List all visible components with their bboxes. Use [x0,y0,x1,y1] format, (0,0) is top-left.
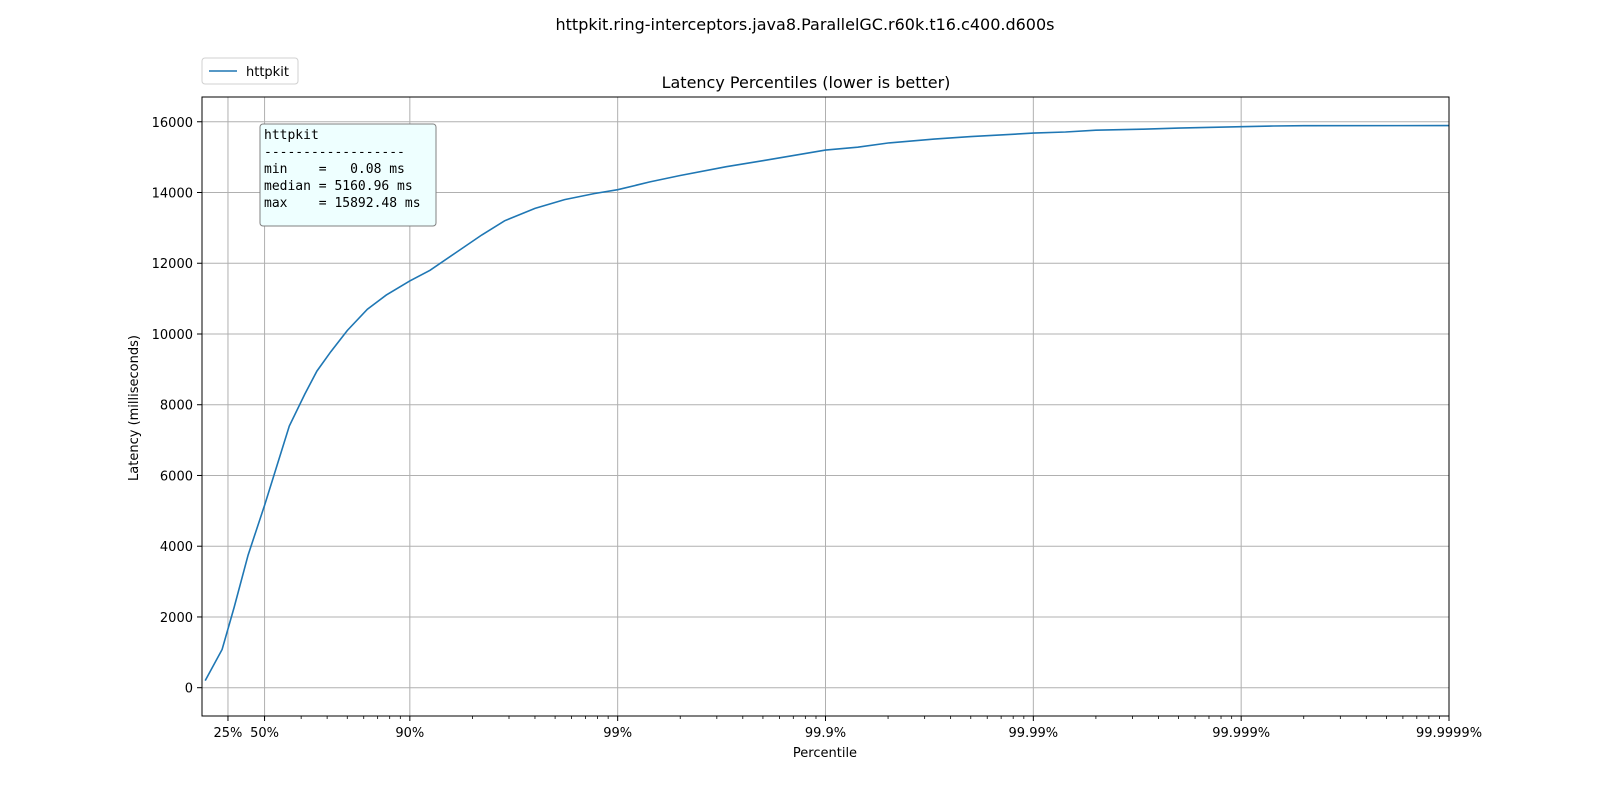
series-line-httpkit [204,124,1450,681]
legend: httpkit [201,57,299,85]
y-tick-label: 2000 [160,611,193,626]
y-axis-label: Latency (milliseconds) [127,335,142,481]
y-tick-label: 0 [185,682,193,697]
y-tick-label: 14000 [152,187,193,202]
y-tick-label: 16000 [152,116,193,131]
x-tick-label: 99.99% [1009,726,1059,741]
stats-line: ------------------ [264,145,405,160]
x-axis-label: Percentile [793,746,857,761]
stats-box: httpkit ------------------ min = 0.08 ms me… [259,123,437,227]
x-tick-label: 99.9% [805,726,846,741]
y-tick-label: 12000 [152,257,193,272]
y-tick-label: 4000 [160,540,193,555]
x-tick-label: 50% [250,726,279,741]
x-axis-ticks: 25% 50% 90% 99% 99.9% 99.99% 99.999% 99.9999% [214,716,1482,741]
plot-frame [201,96,1450,717]
x-tick-label: 25% [214,726,243,741]
x-tick-label: 90% [395,726,424,741]
y-tick-label: 8000 [160,399,193,414]
stats-line: min = 0.08 ms [264,162,405,177]
x-tick-label: 99.999% [1212,726,1270,741]
stats-line: median = 5160.96 ms [264,179,413,194]
stats-line: max = 15892.48 ms [264,196,421,211]
legend-label-httpkit: httpkit [246,65,289,80]
chart-suptitle: httpkit.ring-interceptors.java8.Parallel… [556,15,1055,34]
x-tick-label: 99.9999% [1416,726,1482,741]
y-tick-label: 10000 [152,328,193,343]
y-axis-ticks: 0 2000 4000 6000 8000 10000 12000 14000 16000 [152,116,202,697]
y-tick-label: 6000 [160,469,193,484]
grid-lines [202,97,1450,716]
stats-text: httpkit ------------------ min = 0.08 ms me… [264,128,421,211]
x-tick-label: 99% [603,726,632,741]
chart-title: Latency Percentiles (lower is better) [662,73,951,92]
stats-line: httpkit [264,128,319,143]
